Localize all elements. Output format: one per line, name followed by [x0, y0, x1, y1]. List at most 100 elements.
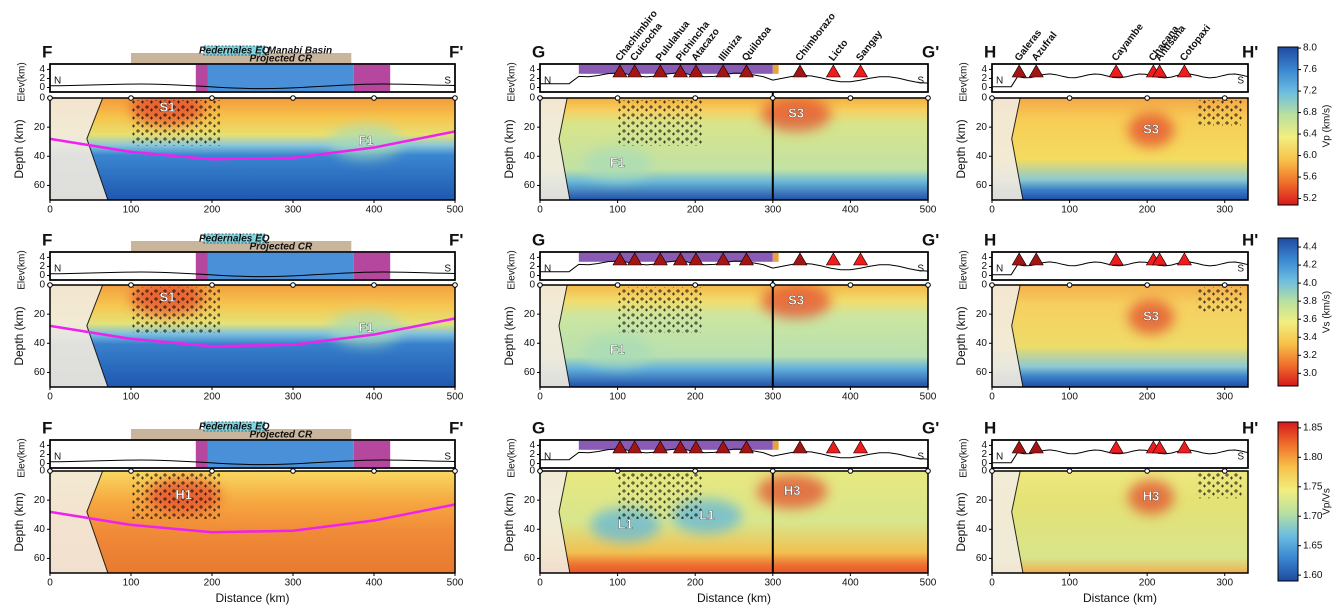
south-label: S: [917, 76, 924, 87]
x-tick-label: 500: [920, 205, 937, 216]
x-tick-label: 300: [1216, 578, 1233, 589]
volcano: [688, 252, 704, 266]
anomaly-label: F1: [610, 155, 625, 170]
volcano-name: Cayambe: [1110, 21, 1146, 63]
profile-end: H': [1242, 42, 1258, 61]
depth-tick-label: 0: [39, 93, 45, 104]
colorbar-tick-label: 1.60: [1303, 570, 1323, 581]
depth-tick-label: 60: [524, 553, 536, 564]
elev-tick-label: 4: [529, 64, 535, 75]
depth-tick-label: 60: [34, 553, 46, 564]
surface-marker: [614, 468, 621, 474]
x-tick-label: 100: [123, 392, 140, 403]
volcano: [1176, 252, 1192, 266]
volcano: [1152, 64, 1168, 78]
pedernales-box: [203, 233, 266, 244]
depth-tick-label: 40: [524, 338, 536, 349]
south-label: S: [444, 76, 451, 87]
depth-tick-label: 0: [981, 466, 987, 477]
x-tick-label: 400: [366, 578, 383, 589]
elev-tick-label: 4: [981, 64, 987, 75]
colorbar: [1277, 46, 1299, 206]
masked-region: [992, 471, 1024, 573]
colorbar-tick-label: 6.8: [1303, 107, 1317, 118]
elev-axis-label: Elev(km): [959, 62, 970, 101]
anomaly-blob: [761, 98, 831, 132]
surface-marker: [770, 95, 776, 101]
volcano: [652, 64, 668, 78]
surface-marker: [989, 95, 995, 101]
surface-marker: [847, 282, 854, 288]
elev-tick-label: 2: [39, 261, 45, 272]
seismicity: [131, 100, 221, 146]
seismicity: [617, 473, 703, 519]
pedernales-label: Pedernales EQ: [199, 422, 270, 433]
cordillera-band: [772, 440, 779, 450]
manabi-basin: [131, 241, 352, 251]
seismicity: [131, 473, 221, 519]
surface-marker: [452, 468, 458, 474]
depth-axis-label: Depth (km): [954, 119, 968, 178]
x-tick-label: 500: [447, 205, 464, 216]
section-frame: [539, 470, 929, 574]
colorbar-tick-label: 5.6: [1303, 172, 1317, 183]
seismicity: [1196, 100, 1243, 126]
masked-region: [540, 98, 571, 200]
volcano-name: Licto: [827, 38, 850, 64]
x-tick-label: 500: [447, 578, 464, 589]
elev-tick-label: 4: [39, 440, 45, 451]
volcano: [627, 252, 643, 266]
volcano: [672, 64, 688, 78]
elev-tick-label: 4: [981, 252, 987, 263]
colorbar-tick-label: 4.0: [1303, 278, 1317, 289]
depth-tick-label: 20: [976, 122, 988, 133]
masked-region: [50, 471, 109, 573]
slab-line: [50, 317, 455, 348]
volcano: [1011, 252, 1027, 266]
x-tick-label: 100: [1061, 392, 1078, 403]
surface-marker: [770, 282, 776, 288]
volcano: [1028, 64, 1044, 78]
elev-tick-label: 2: [981, 73, 987, 84]
colorbar-tick-label: 3.6: [1303, 314, 1317, 325]
profile-start: G: [532, 418, 545, 437]
colorbar-tick-label: 1.65: [1303, 540, 1323, 551]
volcano: [852, 252, 869, 266]
slab-line: [50, 503, 455, 534]
north-label: N: [996, 452, 1003, 463]
profile-start: H: [984, 42, 996, 61]
manabi-basin: [131, 53, 352, 63]
surface-marker: [1144, 468, 1150, 474]
section-frame: [991, 284, 1249, 388]
seismicity: [1196, 287, 1243, 313]
colorbar-tick-label: 7.2: [1303, 86, 1317, 97]
profile-end: F': [449, 418, 463, 437]
surface-marker: [209, 282, 215, 288]
pedernales-box: [203, 45, 266, 56]
north-label: N: [544, 452, 551, 463]
projected-cr-label: Projected CR: [249, 430, 313, 441]
cr-flank: [353, 64, 391, 92]
x-tick-label: 200: [1139, 392, 1156, 403]
seismicity: [131, 287, 221, 333]
north-label: N: [996, 76, 1003, 87]
x-tick-label: 100: [609, 205, 626, 216]
x-tick-label: 200: [204, 578, 221, 589]
profile-start: F: [42, 42, 52, 61]
cordillera-band: [578, 440, 773, 450]
colorbar: [1277, 421, 1299, 582]
x-tick-label: 100: [123, 578, 140, 589]
depth-axis-label: Depth (km): [954, 492, 968, 551]
elev-tick-label: 2: [39, 73, 45, 84]
surface-marker: [128, 282, 134, 288]
section: [50, 98, 455, 200]
masked-region: [50, 285, 109, 387]
anomaly-label: S1: [159, 100, 175, 115]
north-label: N: [996, 264, 1003, 275]
depth-tick-label: 20: [976, 495, 988, 506]
depth-axis-label: Depth (km): [502, 492, 516, 551]
anomaly-label: H1: [175, 487, 192, 502]
volcano: [1152, 440, 1168, 454]
surface-marker: [692, 468, 699, 474]
colorbar-tick-label: 3.0: [1303, 368, 1317, 379]
